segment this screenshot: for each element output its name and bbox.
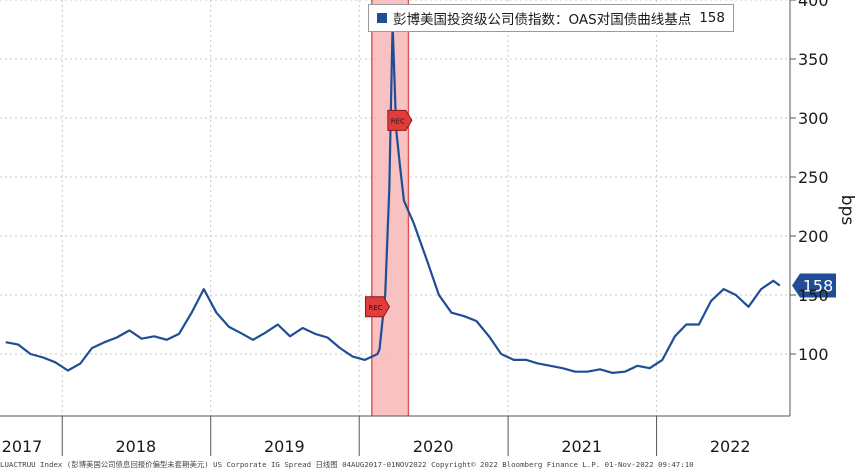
year-label: 2019 [264,437,305,456]
recession-marker-label: REC [368,304,382,312]
recession-marker-shape [364,296,391,318]
recession-shade [371,0,409,416]
y-tick-label: 300 [798,109,829,128]
y-tick-label: 100 [798,345,829,364]
legend-swatch [377,13,387,23]
year-label: 2022 [710,437,751,456]
y-tick-label: 250 [798,168,829,187]
year-label: 2021 [561,437,602,456]
recession-marker-label: REC [391,117,405,125]
y-tick-label: 150 [798,286,829,305]
footer-note: LUACTRUU Index (彭博美国公司债息回报价偏型未套期美元) US C… [0,460,694,469]
recession-band [371,0,410,416]
y-tick-label: 350 [798,50,829,69]
year-label: 2017 [2,437,43,456]
recession-marker-shape [387,109,413,131]
current-value-badge [792,273,836,298]
year-label: 2020 [413,437,454,456]
year-label: 2018 [116,437,157,456]
axes [0,0,791,456]
y-axis-ticks: 100 150 200 250 300 350 400 [790,0,829,364]
markers: REC REC 158 [364,109,836,318]
y-tick-label: 400 [798,0,829,10]
recession-marker: REC [364,296,391,318]
legend-value: 158 [699,10,725,26]
y-axis-label: bps [837,195,857,226]
legend: 彭博美国投资级公司债指数：OAS对国债曲线基点 158 [368,4,734,32]
legend-label: 彭博美国投资级公司债指数：OAS对国债曲线基点 [393,12,692,28]
x-axis-years: 2017 2018 2019 2020 2021 2022 [2,437,751,456]
y-tick-label: 200 [798,227,829,246]
current-value-label: 158 [803,277,834,296]
recession-marker: REC [387,109,413,131]
